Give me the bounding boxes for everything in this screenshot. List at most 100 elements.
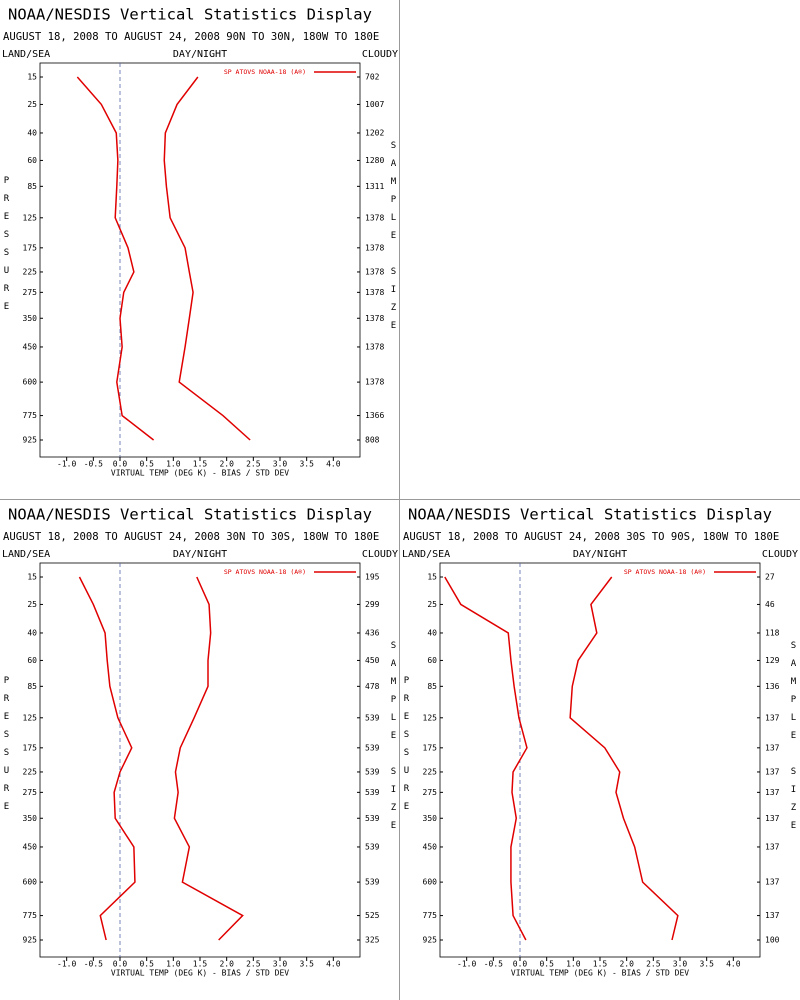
y-tick-label: 450 [423, 842, 438, 851]
sample-size-label: 450 [365, 656, 380, 665]
x-tick-label: 4.0 [326, 960, 341, 969]
x-tick-label: 3.0 [273, 460, 288, 469]
y-tick-label: 925 [23, 936, 38, 945]
y-tick-label: 925 [423, 936, 438, 945]
legend-label: SP ATOVS NOAA-18 (A®) [224, 568, 306, 576]
y-tick-label: 15 [27, 573, 37, 582]
sample-size-label: 1007 [365, 100, 384, 109]
y-tick-label: 175 [23, 743, 38, 752]
chart-subtitle: AUGUST 18, 2008 TO AUGUST 24, 2008 30S T… [403, 531, 779, 543]
y-tick-label: 775 [423, 911, 438, 920]
chart-title: NOAA/NESDIS Vertical Statistics Display [8, 6, 372, 24]
data-line [444, 576, 528, 941]
y-tick-label: 15 [427, 573, 437, 582]
sample-size-label: 325 [365, 936, 380, 945]
x-tick-label: 2.5 [646, 960, 661, 969]
sample-size-label: 539 [365, 842, 380, 851]
sample-size-label: 436 [365, 628, 380, 637]
y-tick-label: 25 [27, 100, 37, 109]
corner-label: CLOUDY [362, 49, 398, 60]
corner-label: DAY/NIGHT [173, 549, 227, 560]
y-tick-label: 600 [23, 878, 38, 887]
y-tick-label: 85 [27, 682, 37, 691]
sample-size-label: 1311 [365, 182, 384, 191]
corner-label: LAND/SEA [2, 49, 50, 60]
x-tick-label: 4.0 [726, 960, 741, 969]
x-tick-label: -0.5 [84, 960, 103, 969]
x-tick-label: 3.5 [299, 960, 314, 969]
sample-size-label: 100 [765, 936, 780, 945]
x-tick-label: 2.5 [246, 460, 261, 469]
x-tick-label: 3.0 [273, 960, 288, 969]
y2-axis-label: SAMPLE SIZE [789, 641, 799, 839]
y-tick-label: 60 [27, 656, 37, 665]
y-tick-label: 15 [27, 73, 37, 82]
y-tick-label: 60 [27, 156, 37, 165]
x-axis-label: VIRTUAL TEMP (DEG K) - BIAS / STD DEV [111, 469, 289, 478]
y-tick-label: 600 [23, 378, 38, 387]
sample-size-label: 137 [765, 842, 780, 851]
x-tick-label: 2.0 [219, 460, 234, 469]
sample-size-label: 137 [765, 767, 780, 776]
y-tick-label: 350 [23, 314, 38, 323]
sample-size-label: 702 [365, 73, 380, 82]
x-tick-label: 0.0 [113, 460, 128, 469]
y-tick-label: 450 [23, 342, 38, 351]
data-line [163, 76, 251, 441]
y-tick-label: 175 [23, 243, 38, 252]
sample-size-label: 1378 [365, 213, 384, 222]
y-axis-label: PRESSURE [2, 676, 12, 820]
x-axis-label: VIRTUAL TEMP (DEG K) - BIAS / STD DEV [111, 969, 289, 978]
sample-size-label: 137 [765, 814, 780, 823]
y-tick-label: 225 [23, 267, 38, 276]
sample-size-label: 539 [365, 767, 380, 776]
y-tick-label: 225 [23, 767, 38, 776]
x-tick-label: 0.0 [113, 960, 128, 969]
x-tick-label: 0.5 [139, 460, 154, 469]
panel: NOAA/NESDIS Vertical Statistics Display A… [2, 6, 399, 478]
y-tick-label: 85 [27, 182, 37, 191]
x-tick-label: 0.0 [513, 960, 528, 969]
sample-size-label: 1280 [365, 156, 384, 165]
y-axis-label: PRESSURE [2, 176, 12, 320]
y2-axis-label: SAMPLE SIZE [389, 141, 399, 339]
sample-size-label: 539 [365, 814, 380, 823]
y-tick-label: 85 [427, 682, 437, 691]
sample-size-label: 137 [765, 788, 780, 797]
sample-size-label: 478 [365, 682, 380, 691]
x-tick-label: -0.5 [484, 960, 503, 969]
y-tick-label: 125 [423, 713, 438, 722]
y-tick-label: 60 [427, 656, 437, 665]
y-axis-label: PRESSURE [402, 676, 412, 820]
x-tick-label: -0.5 [84, 460, 103, 469]
x-tick-label: 1.0 [166, 460, 181, 469]
sample-size-label: 1378 [365, 288, 384, 297]
y-tick-label: 175 [423, 743, 438, 752]
sample-size-label: 299 [365, 600, 380, 609]
sample-size-label: 1378 [365, 314, 384, 323]
sample-size-label: 1378 [365, 243, 384, 252]
sample-size-label: 46 [765, 600, 775, 609]
y-tick-label: 25 [27, 600, 37, 609]
y-tick-label: 125 [23, 213, 38, 222]
sample-size-label: 539 [365, 788, 380, 797]
sample-size-label: 137 [765, 911, 780, 920]
y-tick-label: 40 [27, 628, 37, 637]
sample-size-label: 539 [365, 743, 380, 752]
panel: NOAA/NESDIS Vertical Statistics Display A… [2, 506, 399, 978]
x-tick-label: 0.5 [539, 960, 554, 969]
x-tick-label: 1.5 [593, 960, 608, 969]
x-tick-label: -1.0 [457, 960, 476, 969]
sample-size-label: 137 [765, 713, 780, 722]
x-tick-label: 2.0 [219, 960, 234, 969]
sample-size-label: 808 [365, 436, 380, 445]
x-axis-label: VIRTUAL TEMP (DEG K) - BIAS / STD DEV [511, 969, 689, 978]
x-tick-label: -1.0 [57, 460, 76, 469]
sample-size-label: 1378 [365, 342, 384, 351]
y-tick-label: 275 [423, 788, 438, 797]
sample-size-label: 539 [365, 713, 380, 722]
y-tick-label: 275 [23, 788, 38, 797]
sample-size-label: 1202 [365, 128, 384, 137]
panel: NOAA/NESDIS Vertical Statistics Display A… [402, 506, 799, 978]
data-line [569, 576, 679, 941]
